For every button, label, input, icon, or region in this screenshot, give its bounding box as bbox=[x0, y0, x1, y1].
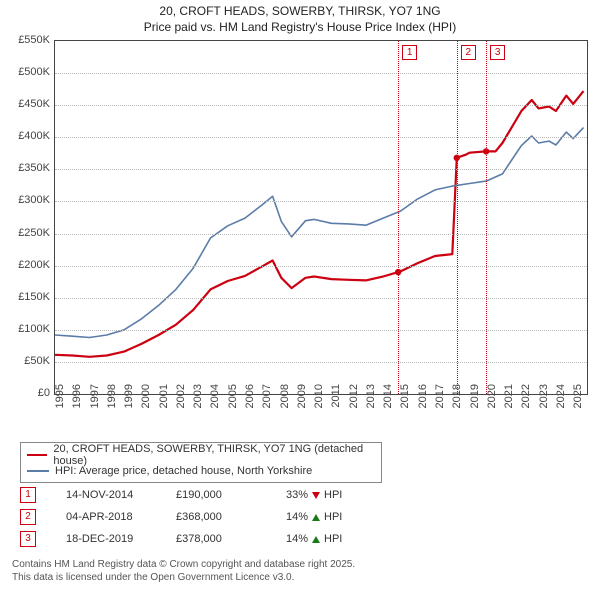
legend-swatch bbox=[27, 454, 47, 456]
y-tick-label: £350K bbox=[4, 162, 50, 174]
gridline-h bbox=[55, 169, 587, 170]
sale-num: 3 bbox=[20, 531, 36, 547]
legend-label: 20, CROFT HEADS, SOWERBY, THIRSK, YO7 1N… bbox=[53, 443, 375, 467]
y-tick-label: £400K bbox=[4, 130, 50, 142]
plot-area: 1 23 bbox=[54, 40, 588, 395]
footer-line2: This data is licensed under the Open Gov… bbox=[12, 572, 355, 585]
gridline-h bbox=[55, 330, 587, 331]
arrow-up-icon bbox=[312, 536, 320, 543]
sale-marker-num: 2 bbox=[461, 45, 476, 60]
y-tick-label: £300K bbox=[4, 194, 50, 206]
y-tick-label: £200K bbox=[4, 259, 50, 271]
sale-suffix: HPI bbox=[324, 511, 342, 523]
sale-delta: 14% HPI bbox=[286, 511, 342, 523]
sale-price: £368,000 bbox=[176, 511, 286, 523]
sale-suffix: HPI bbox=[324, 533, 342, 545]
gridline-h bbox=[55, 362, 587, 363]
y-tick-label: £550K bbox=[4, 34, 50, 46]
gridline-h bbox=[55, 73, 587, 74]
sale-marker-num: 3 bbox=[490, 45, 505, 60]
gridline-h bbox=[55, 298, 587, 299]
title-line2: Price paid vs. HM Land Registry's House … bbox=[0, 20, 600, 36]
gridline-h bbox=[55, 105, 587, 106]
sale-price: £190,000 bbox=[176, 489, 286, 501]
sale-row: 1 14-NOV-2014£190,00033% HPI bbox=[20, 484, 342, 506]
legend-swatch bbox=[27, 470, 49, 472]
sale-delta: 33% HPI bbox=[286, 489, 342, 501]
y-tick-label: £150K bbox=[4, 291, 50, 303]
sale-date: 18-DEC-2019 bbox=[66, 533, 176, 545]
arrow-up-icon bbox=[312, 514, 320, 521]
sale-delta: 14% HPI bbox=[286, 533, 342, 545]
sale-num: 2 bbox=[20, 509, 36, 525]
footer-line1: Contains HM Land Registry data © Crown c… bbox=[12, 559, 355, 572]
y-tick-label: £500K bbox=[4, 66, 50, 78]
sale-pct: 33% bbox=[286, 489, 308, 501]
y-tick-label: £0 bbox=[4, 387, 50, 399]
sale-pct: 14% bbox=[286, 533, 308, 545]
sale-num: 1 bbox=[20, 487, 36, 503]
arrow-down-icon bbox=[312, 492, 320, 499]
sale-marker-num: 1 bbox=[402, 45, 417, 60]
sale-date: 04-APR-2018 bbox=[66, 511, 176, 523]
legend-label: HPI: Average price, detached house, Nort… bbox=[55, 465, 312, 477]
gridline-h bbox=[55, 137, 587, 138]
attribution: Contains HM Land Registry data © Crown c… bbox=[12, 559, 355, 584]
legend-row: 20, CROFT HEADS, SOWERBY, THIRSK, YO7 1N… bbox=[27, 447, 375, 463]
sale-row: 2 04-APR-2018£368,00014% HPI bbox=[20, 506, 342, 528]
x-tick-label: 2025 bbox=[572, 384, 598, 414]
sale-pct: 14% bbox=[286, 511, 308, 523]
gridline-h bbox=[55, 234, 587, 235]
sale-suffix: HPI bbox=[324, 489, 342, 501]
y-tick-label: £250K bbox=[4, 227, 50, 239]
gridline-h bbox=[55, 266, 587, 267]
title-line1: 20, CROFT HEADS, SOWERBY, THIRSK, YO7 1N… bbox=[0, 4, 600, 20]
y-tick-label: £100K bbox=[4, 323, 50, 335]
chart-title: 20, CROFT HEADS, SOWERBY, THIRSK, YO7 1N… bbox=[0, 0, 600, 35]
series-layer bbox=[55, 41, 587, 394]
y-tick-label: £50K bbox=[4, 355, 50, 367]
sale-date: 14-NOV-2014 bbox=[66, 489, 176, 501]
legend: 20, CROFT HEADS, SOWERBY, THIRSK, YO7 1N… bbox=[20, 442, 382, 483]
sales-table: 1 14-NOV-2014£190,00033% HPI 2 04-APR-2018£3… bbox=[20, 484, 342, 550]
y-tick-label: £450K bbox=[4, 98, 50, 110]
chart: 1 23 £0 £50K £100K £150K £200K £250K £300K £350K… bbox=[4, 40, 596, 435]
series-property bbox=[55, 91, 584, 357]
sale-marker-line bbox=[486, 41, 487, 394]
sale-marker-line bbox=[398, 41, 399, 394]
sale-row: 3 18-DEC-2019£378,00014% HPI bbox=[20, 528, 342, 550]
sale-marker-line bbox=[457, 41, 458, 394]
sale-price: £378,000 bbox=[176, 533, 286, 545]
gridline-h bbox=[55, 201, 587, 202]
